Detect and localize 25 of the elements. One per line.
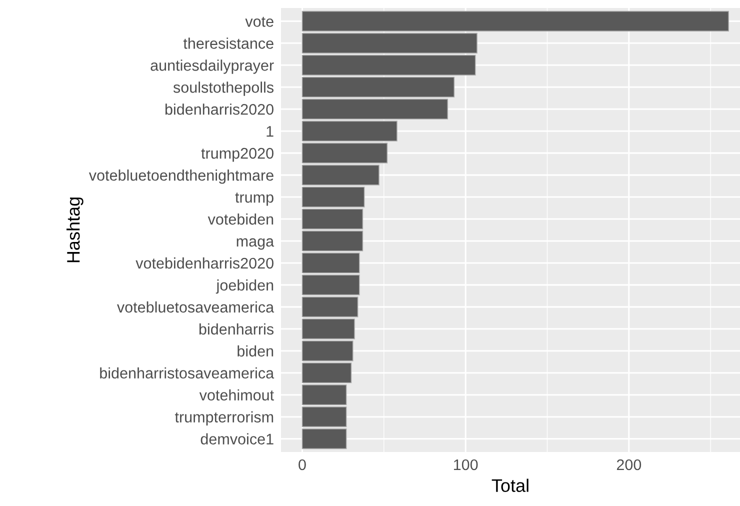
- y-tick-label: bidenharristosaveamerica: [100, 367, 274, 379]
- y-tick-label: votebidenharris2020: [136, 257, 274, 269]
- y-tick-label: bidenharris2020: [165, 104, 274, 115]
- y-tick-label: demvoice1: [200, 433, 274, 444]
- y-tick-label: 1: [266, 126, 274, 137]
- y-tick-label: soulstothepolls: [173, 82, 274, 96]
- y-tick-label: trump: [235, 192, 274, 206]
- y-tick-label: maga: [236, 238, 274, 250]
- y-tick-label: vote: [245, 16, 274, 27]
- y-tick-label: theresistance: [183, 38, 274, 49]
- y-tick-label: bidenharris: [199, 323, 274, 335]
- y-tick-label: trump2020: [201, 148, 274, 162]
- y-tick-label: votebluetosaveamerica: [117, 301, 274, 313]
- x-tick-label: 0: [298, 459, 306, 470]
- y-tick-label: trumpterrorism: [174, 411, 274, 426]
- x-tick-label: 100: [454, 459, 478, 470]
- x-tick-label: 200: [616, 459, 642, 470]
- y-tick-label: votebiden: [208, 213, 274, 225]
- y-axis-title: Hashtag: [66, 198, 84, 262]
- y-tick-label: joebiden: [216, 279, 274, 294]
- y-tick-label: votebluetoendthenightmare: [88, 170, 274, 184]
- x-axis-title: Total: [492, 478, 528, 492]
- y-tick-label: auntiesdailyprayer: [150, 60, 274, 74]
- y-tick-label: biden: [238, 345, 274, 357]
- y-tick-label: votehimout: [199, 389, 274, 401]
